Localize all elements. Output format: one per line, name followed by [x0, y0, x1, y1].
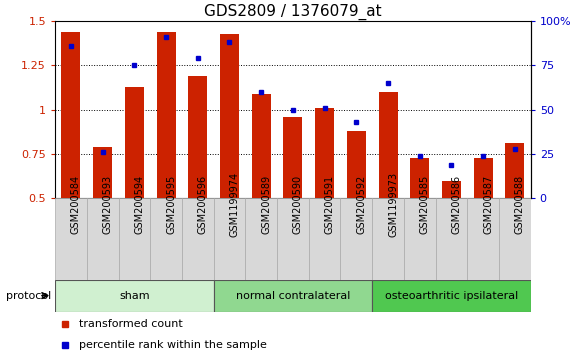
Text: GSM200589: GSM200589 [261, 175, 271, 234]
Bar [404, 198, 436, 280]
Text: GSM200585: GSM200585 [420, 175, 430, 234]
Text: GSM200591: GSM200591 [325, 175, 335, 234]
Bar [125, 87, 144, 198]
Bar [379, 92, 397, 198]
Text: GSM1199973: GSM1199973 [388, 172, 398, 237]
Text: transformed count: transformed count [79, 319, 183, 329]
Bar [55, 198, 87, 280]
Text: GSM1199974: GSM1199974 [230, 172, 240, 237]
Bar [157, 32, 176, 198]
Text: GSM200595: GSM200595 [166, 175, 176, 234]
Bar [340, 198, 372, 280]
Bar [182, 198, 213, 280]
Bar [213, 198, 245, 280]
Bar [150, 198, 182, 280]
Bar [436, 198, 467, 280]
Bar [213, 280, 372, 312]
Text: GSM200594: GSM200594 [135, 175, 144, 234]
Text: GSM200596: GSM200596 [198, 175, 208, 234]
Text: protocol: protocol [6, 291, 51, 301]
Text: GSM200588: GSM200588 [515, 175, 525, 234]
Text: percentile rank within the sample: percentile rank within the sample [79, 340, 267, 350]
Bar [474, 158, 492, 198]
Bar [245, 198, 277, 280]
Text: osteoarthritic ipsilateral: osteoarthritic ipsilateral [385, 291, 518, 301]
Bar [188, 76, 207, 198]
Bar [118, 198, 150, 280]
Bar [220, 34, 239, 198]
Title: GDS2809 / 1376079_at: GDS2809 / 1376079_at [204, 4, 382, 20]
Bar [87, 198, 118, 280]
Bar [284, 117, 302, 198]
Bar [410, 158, 429, 198]
Text: sham: sham [119, 291, 150, 301]
Text: GSM200593: GSM200593 [103, 175, 113, 234]
Bar [467, 198, 499, 280]
Bar [93, 147, 112, 198]
Bar [61, 32, 81, 198]
Bar [499, 198, 531, 280]
Text: GSM200586: GSM200586 [451, 175, 462, 234]
Bar [505, 143, 524, 198]
Bar [309, 198, 340, 280]
Text: GSM200592: GSM200592 [356, 175, 367, 234]
Bar [252, 94, 271, 198]
Bar [372, 280, 531, 312]
Text: GSM200590: GSM200590 [293, 175, 303, 234]
Bar [315, 108, 334, 198]
Bar [347, 131, 366, 198]
Text: GSM200587: GSM200587 [483, 175, 493, 234]
Bar [55, 280, 213, 312]
Bar [442, 181, 461, 198]
Bar [277, 198, 309, 280]
Bar [372, 198, 404, 280]
Text: GSM200584: GSM200584 [71, 175, 81, 234]
Text: normal contralateral: normal contralateral [235, 291, 350, 301]
